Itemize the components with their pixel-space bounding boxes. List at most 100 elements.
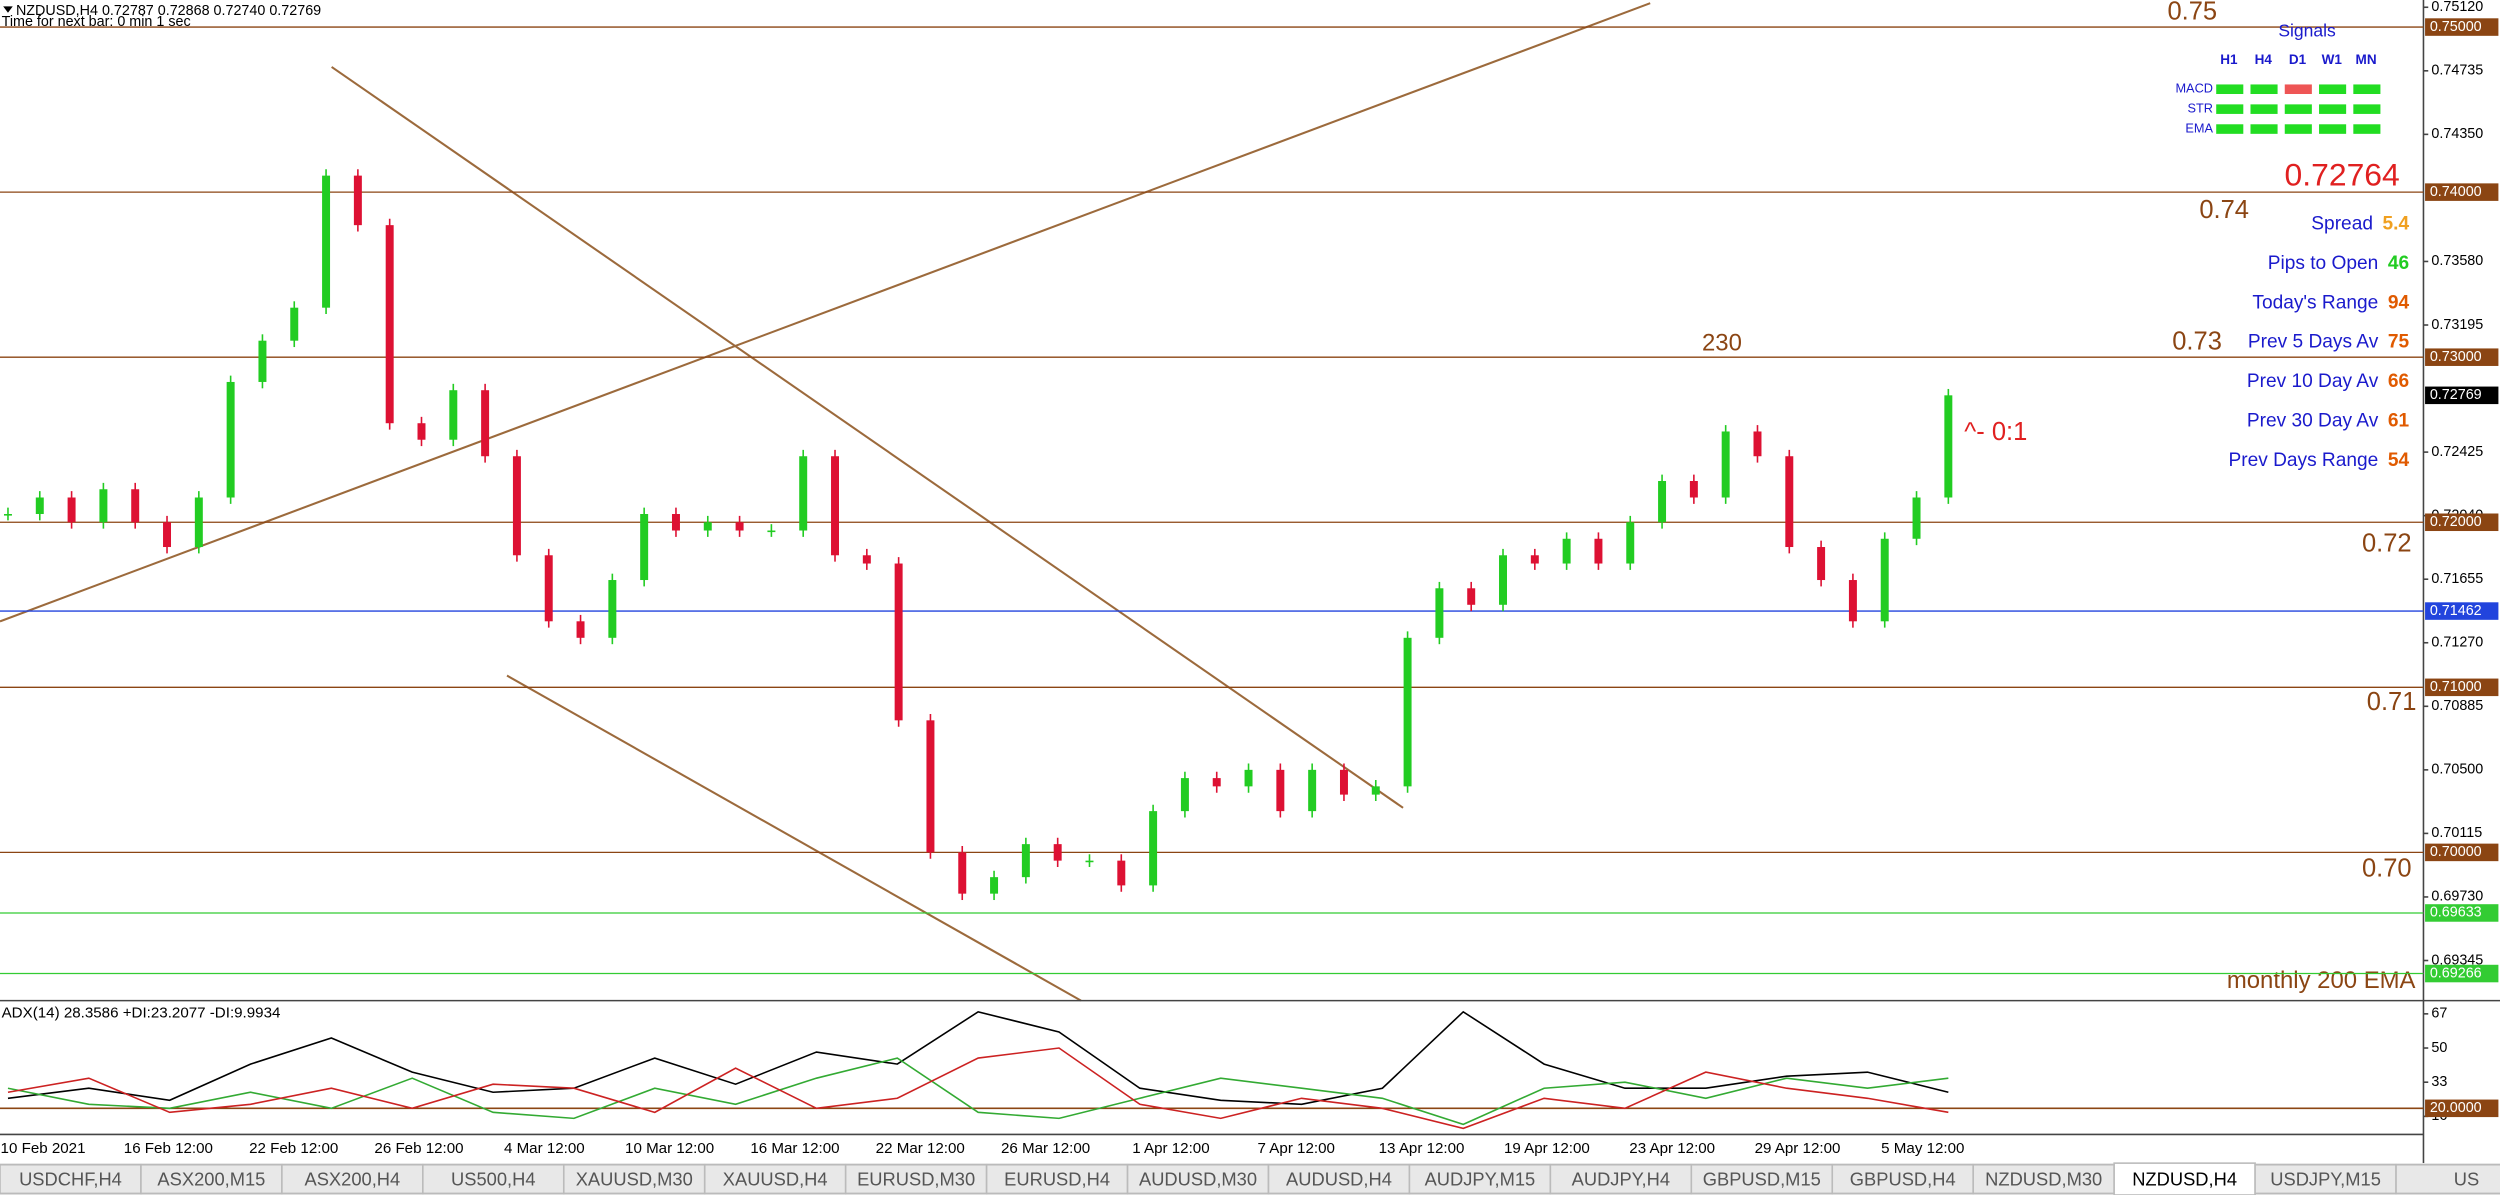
tab[interactable] [1831,1163,1975,1195]
level-label: 0.69633 [2430,905,2482,921]
info-value: 5.4 [2383,214,2410,235]
tab-label[interactable]: ASX200,H4 [304,1169,400,1190]
signal-cell [2284,124,2312,134]
info-label: Today's Range [2252,292,2378,313]
candle-body [35,497,44,515]
tab[interactable] [985,1163,1129,1195]
tab-label[interactable]: EURUSD,H4 [1004,1169,1110,1190]
level-box [2425,18,2499,36]
candle-body [576,621,585,638]
candle-body [1594,538,1603,564]
candle-body [671,514,680,531]
tab[interactable] [1408,1163,1552,1195]
tab-label[interactable]: AUDJPY,H4 [1572,1169,1670,1190]
info-label: Prev 30 Day Av [2247,410,2379,431]
tab-label[interactable]: ASX200,M15 [157,1169,265,1190]
tab-label[interactable]: AUDJPY,M15 [1425,1169,1536,1190]
candle-body [958,852,967,894]
signal-cell [2353,124,2381,134]
level-label: 0.73000 [2430,349,2482,365]
signal-cell [2250,104,2278,114]
tab-label[interactable]: NZDUSD,H4 [2132,1169,2237,1190]
candle-body [512,456,521,556]
signal-row: STR [2188,101,2214,116]
adx-title: ADX(14) 28.3586 +DI:23.2077 -DI:9.9934 [2,1004,281,1021]
x-tick-label: 26 Feb 12:00 [374,1140,463,1157]
info-label: Pips to Open [2268,253,2379,274]
y-tick-label: 0.75120 [2431,0,2483,15]
candle-body [608,580,617,638]
candle-body [67,497,76,523]
candle-body [1817,547,1826,581]
candle-body [99,489,108,523]
level-box [2425,904,2499,922]
info-row: Pips to Open 46 [2268,253,2409,274]
level-box [2425,183,2499,201]
candle-body [1308,769,1317,812]
tab-label[interactable]: GBPUSD,H4 [1850,1169,1956,1190]
indicator-line [7,1010,1949,1106]
x-tick-label: 13 Apr 12:00 [1379,1140,1465,1157]
annotation: ^- 0:1 [1964,418,2027,446]
level-label: 0.70000 [2430,844,2482,860]
level-box [2425,964,2499,983]
info-row: Prev Days Range 54 [2228,450,2409,471]
tab-label[interactable]: NZDUSD,M30 [1985,1169,2102,1190]
candle-body [481,390,490,457]
info-row: Today's Range 94 [2252,292,2409,313]
tab-label[interactable]: US500,H4 [451,1169,536,1190]
info-value: 94 [2388,292,2410,313]
x-tick-label: 16 Feb 12:00 [124,1140,213,1157]
level-tag: 0.74 [2199,196,2249,224]
candle-body [1276,769,1285,812]
annotation: 230 [1702,329,1742,356]
signal-column: MN [2356,52,2377,67]
trendline [0,2,1651,623]
tab-label[interactable]: EURUSD,M30 [857,1169,975,1190]
x-tick-label: 4 Mar 12:00 [504,1140,585,1157]
candle-body [385,225,394,424]
y-tick-label: 0.69345 [2431,952,2483,968]
signal-cell [2250,124,2278,134]
info-value: 46 [2388,253,2409,274]
y-tick-label: 33 [2431,1074,2447,1090]
level-box [2425,602,2499,620]
tab-label[interactable]: AUDUSD,M30 [1139,1169,1257,1190]
candle-body [735,522,744,531]
signal-cell [2284,84,2312,95]
tab[interactable] [562,1163,706,1195]
x-tick-label: 22 Mar 12:00 [876,1140,965,1157]
tab[interactable] [1549,1163,1693,1195]
signal-column: H4 [2255,52,2273,67]
signals-title: Signals [2278,20,2336,40]
candle-body [1848,580,1857,622]
signal-cell [2319,84,2347,95]
tab[interactable] [281,1163,424,1195]
x-tick-label: 10 Mar 12:00 [625,1140,714,1157]
tab-label[interactable]: AUDUSD,H4 [1286,1169,1392,1190]
level-label: 0.71462 [2430,603,2482,619]
tab-label[interactable]: USDJPY,M15 [2270,1169,2381,1190]
level-tag: 0.73 [2172,328,2222,356]
tab[interactable] [2395,1163,2500,1195]
signal-column: H1 [2220,52,2238,67]
tab[interactable] [2113,1162,2256,1195]
info-row: Prev 10 Day Av 66 [2247,371,2409,392]
tab-label[interactable]: GBPUSD,M15 [1703,1169,1821,1190]
tab-label[interactable]: XAUUSD,H4 [723,1169,828,1190]
info-label: Prev Days Range [2228,450,2378,471]
candle-body [1785,456,1794,548]
tab-label[interactable]: US [2454,1169,2479,1190]
tab-label[interactable]: USDCHF,H4 [19,1169,122,1190]
tab-label[interactable]: XAUUSD,M30 [576,1169,693,1190]
info-label: Prev 5 Days Av [2248,332,2379,353]
candle-body [1149,811,1158,886]
info-value: 61 [2388,410,2410,431]
tab[interactable] [140,1163,283,1195]
candle-body [1403,637,1412,787]
signal-row: EMA [2185,120,2213,135]
candle-body [926,720,935,853]
tab[interactable] [1126,1163,1270,1195]
symbol-line: NZDUSD,H4 0.72787 0.72868 0.72740 0.7276… [16,3,321,19]
